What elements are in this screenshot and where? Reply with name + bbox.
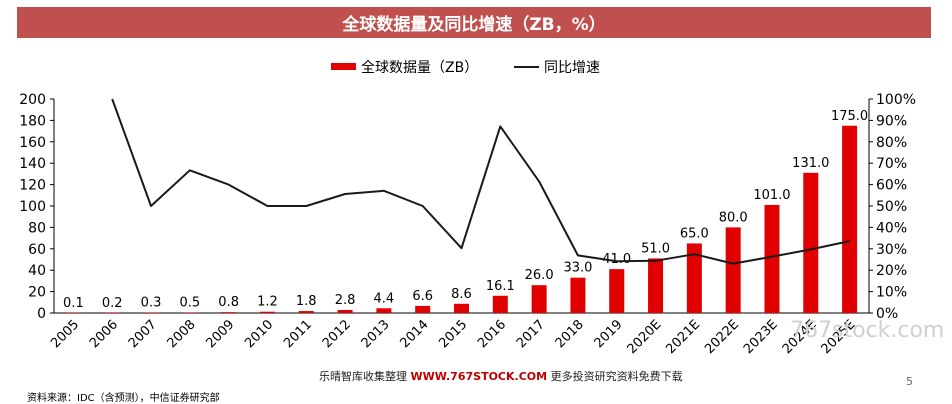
bar-value-label: 0.2 (102, 296, 123, 311)
bar (803, 172, 819, 313)
bar-value-label: 4.4 (374, 291, 395, 306)
bar-value-label: 1.2 (257, 295, 278, 310)
x-tick-label: 2011 (281, 317, 315, 351)
bar (842, 125, 858, 313)
bar (648, 258, 664, 313)
bar (686, 243, 702, 313)
x-tick-label: 2010 (242, 317, 276, 351)
y-right-tick-label: 90% (876, 113, 907, 129)
x-tick-label: 2018 (553, 317, 587, 351)
x-tick-label: 2016 (475, 317, 509, 351)
growth-line (111, 98, 850, 265)
bar (725, 227, 741, 313)
legend-bar-swatch (331, 63, 356, 70)
x-tick-label: 2006 (87, 317, 121, 351)
y-right-tick-label: 70% (876, 156, 907, 172)
bar-value-label: 80.0 (719, 210, 748, 225)
x-tick-label: 2020E (625, 317, 665, 357)
x-tick-label: 2005 (48, 317, 82, 351)
x-tick-label: 2017 (514, 317, 548, 351)
bar-value-label: 101.0 (753, 188, 790, 203)
x-tick-label: 2008 (165, 317, 199, 351)
bar-value-label: 16.1 (486, 279, 515, 294)
bar-value-label: 0.5 (179, 295, 200, 310)
bar-value-label: 2.8 (335, 293, 356, 308)
source-note: 资料来源：IDC（含预测），中信证券研究部 (27, 393, 220, 404)
bar (415, 305, 431, 313)
y-right-tick-label: 40% (876, 220, 907, 236)
bar (104, 312, 120, 313)
bar-value-label: 1.8 (296, 294, 317, 309)
bar (570, 277, 586, 313)
y-right-tick-label: 10% (876, 285, 907, 301)
bar-value-label: 0.3 (141, 296, 162, 311)
bar (531, 285, 547, 313)
x-tick-label: 2022E (702, 317, 742, 357)
bar (764, 204, 780, 313)
x-tick-label: 2009 (203, 317, 237, 351)
watermark-right: 767stock.com (790, 318, 945, 343)
y-right-tick-label: 0% (876, 306, 898, 322)
bar-value-label: 8.6 (451, 287, 472, 302)
bar (454, 303, 469, 313)
bar-value-label: 6.6 (412, 289, 433, 304)
y-right-tick-label: 100% (876, 92, 916, 108)
bar-value-label: 65.0 (680, 226, 709, 241)
watermark: 乐晴智库收集整理 WWW.767STOCK.COM 更多投资研究资料免费下载 (319, 368, 683, 384)
bar (221, 312, 237, 313)
y-right-tick-label: 30% (876, 242, 907, 258)
y-right-tick-label: 80% (876, 135, 907, 151)
watermark-url: WWW.767STOCK.COM (410, 370, 548, 383)
y-left-tick-label: 100 (19, 199, 46, 215)
watermark-suffix: 更多投资研究资料免费下载 (550, 370, 683, 383)
y-left-tick-label: 160 (19, 135, 46, 151)
y-right-tick-label: 50% (876, 199, 907, 215)
bar (298, 311, 314, 313)
page-number: 5 (906, 375, 913, 388)
bar (609, 269, 625, 313)
x-tick-label: 2012 (320, 317, 354, 351)
y-left-tick-label: 60 (28, 242, 46, 258)
y-left-tick-label: 80 (28, 220, 46, 236)
bar-value-label: 131.0 (792, 156, 829, 171)
bar (337, 310, 353, 313)
bar (65, 312, 81, 313)
bar-value-label: 33.0 (563, 261, 592, 276)
legend-bar-label: 全球数据量（ZB） (361, 59, 478, 76)
x-tick-label: 2023E (741, 317, 781, 357)
bar (182, 312, 198, 313)
x-tick-label: 2021E (663, 317, 703, 357)
y-left-tick-label: 40 (28, 263, 46, 279)
y-left-tick-label: 0 (37, 306, 46, 322)
chart-title: 全球数据量及同比增速（ZB，%） (17, 7, 931, 38)
legend-line-label: 同比增速 (544, 60, 600, 76)
bar-value-label: 51.0 (641, 241, 670, 256)
bar-value-label: 26.0 (525, 268, 554, 283)
y-left-tick-label: 20 (28, 285, 46, 301)
bar-value-label: 0.1 (63, 296, 84, 311)
bar (259, 311, 275, 313)
y-left-tick-label: 200 (19, 92, 46, 108)
x-tick-label: 2013 (359, 317, 393, 351)
y-left-tick-label: 140 (19, 156, 46, 172)
x-tick-label: 2015 (436, 317, 470, 351)
x-tick-label: 2007 (126, 317, 160, 351)
bar-value-label: 41.0 (602, 252, 631, 267)
y-right-tick-label: 60% (876, 178, 907, 194)
y-right-tick-label: 20% (876, 263, 907, 279)
y-left-tick-label: 120 (19, 178, 46, 194)
bar-value-label: 175.0 (831, 109, 868, 124)
y-left-tick-label: 180 (19, 113, 46, 129)
bar (143, 312, 159, 313)
watermark-prefix: 乐晴智库收集整理 (319, 370, 407, 383)
bar (492, 295, 508, 313)
bar-value-label: 0.8 (218, 295, 239, 310)
x-tick-label: 2014 (398, 317, 432, 351)
bar (376, 308, 392, 313)
x-tick-label: 2019 (592, 317, 626, 351)
